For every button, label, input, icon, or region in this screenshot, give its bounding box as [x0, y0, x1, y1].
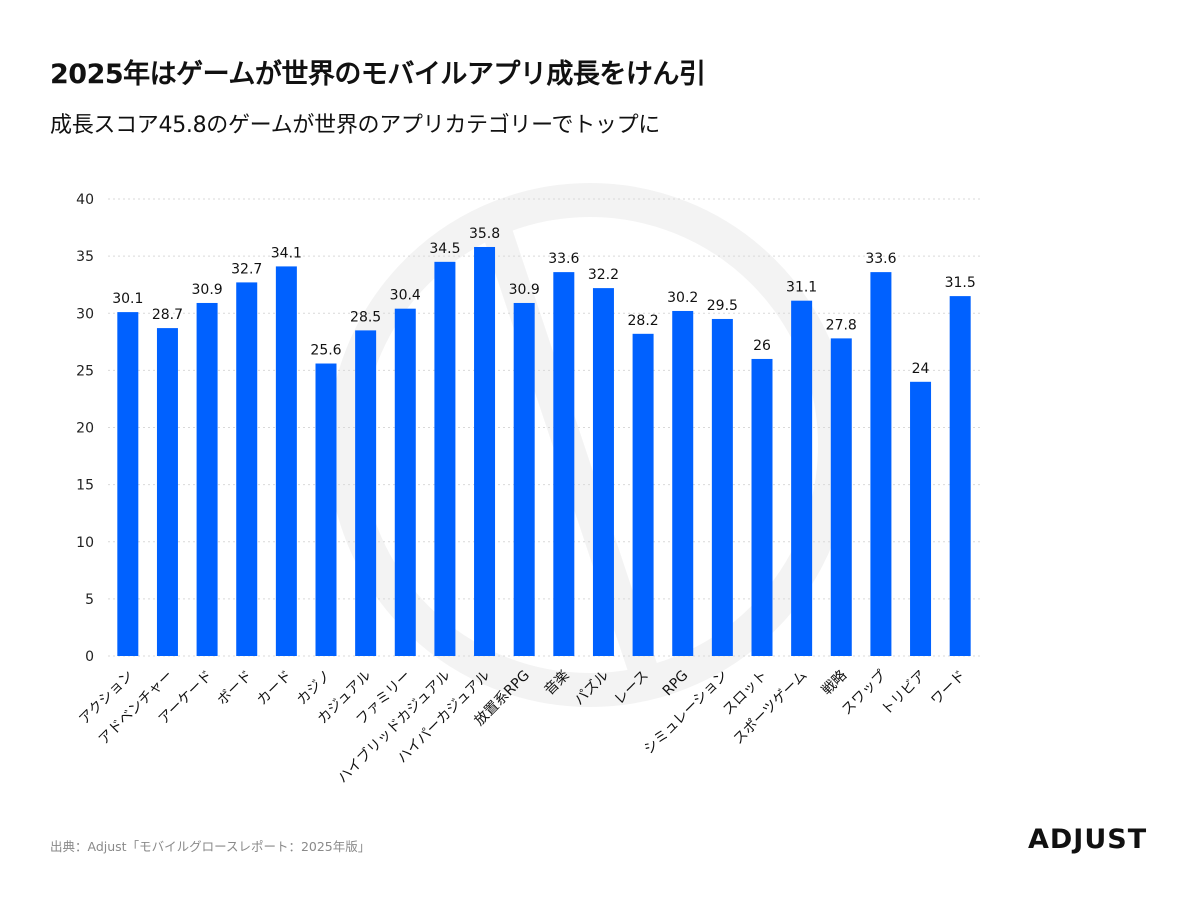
value-label: 28.2: [628, 313, 659, 329]
value-label: 27.8: [826, 317, 857, 333]
bar: [870, 272, 892, 656]
value-labels: 30.1 28.7 30.9 32.7 34.1 25.6 28.5 30.4 34.5 35.8…: [112, 226, 976, 377]
bar: [355, 330, 377, 656]
bar: [791, 300, 813, 656]
bar: [315, 363, 337, 656]
source-note: 出典：Adjust「モバイルグロースレポート：2025年版」: [50, 839, 371, 854]
bars: [117, 246, 971, 657]
value-label: 26: [753, 338, 771, 354]
value-label: 33.6: [548, 251, 579, 267]
bar: [632, 333, 654, 656]
value-label: 30.4: [390, 288, 421, 304]
bar: [394, 308, 416, 656]
x-tick-label: トリビア: [878, 668, 929, 719]
value-label: 30.1: [112, 291, 143, 307]
page-title: 2025年はゲームが世界のモバイルアプリ成長をけん引: [50, 59, 706, 90]
bar: [672, 310, 694, 656]
y-tick-label: 35: [76, 249, 94, 265]
bar: [117, 312, 139, 656]
value-label: 34.1: [271, 245, 302, 261]
bar: [275, 266, 297, 656]
value-label: 29.5: [707, 298, 738, 314]
value-label: 30.9: [509, 282, 540, 298]
y-tick-label: 25: [76, 363, 94, 379]
bar: [910, 381, 932, 656]
x-tick-label: 戦略: [819, 668, 850, 699]
bar: [156, 328, 178, 656]
x-tick-label: ボード: [215, 668, 256, 709]
y-tick-label: 5: [85, 592, 94, 608]
value-label: 34.5: [429, 241, 460, 257]
y-tick-label: 10: [76, 535, 94, 551]
y-tick-label: 30: [76, 306, 94, 322]
value-label: 32.2: [588, 267, 619, 283]
x-tick-label: スポーツゲーム: [730, 668, 810, 748]
value-label: 31.5: [945, 275, 976, 291]
value-label: 32.7: [231, 261, 262, 277]
value-label: 31.1: [786, 280, 817, 296]
bar: [592, 288, 614, 656]
value-label: 30.9: [192, 282, 223, 298]
value-label: 30.2: [667, 290, 698, 306]
value-label: 25.6: [310, 343, 341, 359]
value-label: 24: [912, 361, 930, 377]
y-axis: 0 5 10 15 20 25 30 35 40: [76, 192, 94, 665]
y-tick-label: 0: [85, 649, 94, 665]
bar: [949, 296, 971, 656]
brand-logo: ADJUST: [1028, 824, 1148, 855]
bar: [751, 358, 773, 656]
bar: [196, 302, 218, 656]
bar: [553, 272, 575, 656]
bar: [830, 338, 852, 656]
bar: [711, 318, 733, 656]
bar: [474, 246, 496, 657]
value-label: 28.7: [152, 307, 183, 323]
y-tick-label: 40: [76, 192, 94, 208]
x-axis: アクションアドベンチャーアーケードボードカードカジノカジュアルファミリーハイブリ…: [76, 667, 969, 787]
bar: [434, 261, 456, 656]
x-tick-label: カード: [254, 668, 295, 709]
page-subtitle: 成長スコア45.8のゲームが世界のアプリカテゴリーでトップに: [50, 113, 661, 138]
y-tick-label: 15: [76, 478, 94, 494]
bar: [236, 282, 258, 656]
y-tick-label: 20: [76, 421, 94, 437]
x-tick-label: ワード: [928, 668, 969, 709]
bar: [513, 302, 535, 656]
value-label: 33.6: [865, 251, 896, 267]
value-label: 35.8: [469, 226, 500, 242]
value-label: 28.5: [350, 309, 381, 325]
